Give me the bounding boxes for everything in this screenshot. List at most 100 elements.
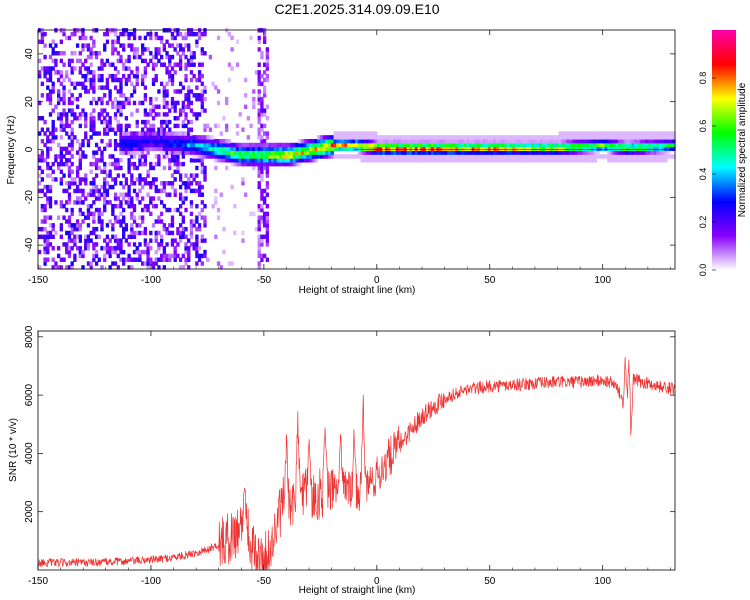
heatmap-cell (51, 138, 55, 144)
heatmap-cell (525, 146, 530, 152)
heatmap-cell (48, 230, 53, 236)
heatmap-cell (143, 207, 148, 213)
heatmap-cell (431, 154, 435, 159)
heatmap-cell (138, 257, 142, 262)
heatmap-cell (59, 234, 63, 240)
heatmap-cell (176, 135, 180, 140)
heatmap-cell (487, 158, 492, 163)
heatmap-cell (178, 230, 183, 236)
snr-y-label: SNR (10 * v/v) (8, 418, 19, 482)
heatmap-cell (244, 154, 248, 159)
heatmap-cell (46, 184, 50, 190)
heatmap-cell (347, 131, 351, 136)
heatmap-cell (265, 47, 270, 52)
heatmap-cell (97, 116, 101, 121)
heatmap-cell (474, 158, 478, 163)
heatmap-cell (203, 150, 207, 155)
heatmap-cell (330, 150, 335, 155)
heatmap-cell (54, 43, 58, 48)
heatmap-cell (374, 146, 378, 152)
heatmap-cell (216, 261, 221, 266)
heatmap-cell (135, 108, 139, 113)
heatmap-cell (664, 158, 668, 163)
heatmap-cell (86, 223, 91, 228)
heatmap-cell (151, 223, 156, 228)
heatmap-cell (154, 230, 158, 236)
heatmap-cell (249, 123, 253, 129)
heatmap-cell (89, 135, 93, 140)
heatmap-cell (295, 154, 299, 159)
heatmap-cell (149, 138, 153, 144)
heatmap-cell (650, 154, 654, 159)
heatmap-cell (184, 261, 188, 266)
heatmap-cell (422, 158, 427, 163)
heatmap-cell (195, 154, 199, 159)
heatmap-cell (78, 161, 82, 167)
heatmap-cell (48, 215, 53, 220)
heatmap-cell (122, 150, 126, 155)
heatmap-cell (151, 138, 156, 144)
heatmap-cell (580, 142, 584, 148)
heatmap-cell (466, 138, 470, 144)
heatmap-cell (428, 150, 432, 155)
heatmap-cell (656, 142, 660, 148)
heatmap-cell (563, 146, 568, 152)
heatmap-cell (233, 150, 237, 155)
heatmap-cell (192, 112, 196, 117)
heatmap-cell (341, 142, 345, 148)
heatmap-cell (490, 158, 494, 163)
heatmap-cell (138, 135, 142, 140)
heatmap-cell (108, 89, 112, 94)
heatmap-cell (257, 215, 261, 220)
heatmap-cell (184, 54, 188, 60)
heatmap-cell (51, 169, 55, 174)
heatmap-cell (203, 169, 207, 174)
heatmap-cell (637, 146, 641, 152)
heatmap-cell (170, 104, 175, 109)
heatmap-cell (637, 158, 641, 163)
heatmap-cell (262, 219, 267, 224)
heatmap-cell (265, 173, 270, 178)
heatmap-cell (59, 127, 63, 132)
heatmap-cell (656, 150, 660, 155)
heatmap-cell (479, 150, 484, 155)
heatmap-cell (132, 146, 137, 152)
heatmap-cell (197, 112, 202, 117)
heatmap-cell (450, 138, 454, 144)
heatmap-cell (656, 138, 660, 144)
heatmap-cell (539, 158, 543, 163)
heatmap-cell (154, 62, 158, 67)
heatmap-cell (233, 154, 237, 159)
heatmap-cell (48, 146, 53, 152)
heatmap-cell (460, 146, 465, 152)
heatmap-cell (84, 77, 88, 83)
heatmap-cell (176, 31, 180, 37)
heatmap-cell (108, 96, 112, 102)
heatmap-cell (59, 154, 63, 159)
heatmap-cell (395, 138, 400, 144)
heatmap-cell (368, 138, 373, 144)
heatmap-cell (577, 146, 581, 152)
heatmap-cell (70, 131, 74, 136)
heatmap-cell (189, 131, 194, 136)
heatmap-cell (141, 100, 145, 106)
heatmap-cell (279, 150, 283, 155)
heatmap-cell (265, 211, 270, 217)
heatmap-cell (328, 150, 332, 155)
heatmap-cell (132, 89, 137, 94)
heatmap-cell (48, 112, 53, 117)
heatmap-cell (46, 234, 50, 240)
heatmap-cell (658, 146, 663, 152)
heatmap-cell (501, 150, 505, 155)
heatmap-cell (349, 146, 354, 152)
heatmap-cell (666, 135, 671, 140)
heatmap-cell (555, 142, 560, 148)
heatmap-cell (51, 223, 55, 228)
heatmap-cell (173, 100, 177, 106)
heatmap-cell (86, 77, 91, 83)
heatmap-cell (409, 146, 413, 152)
heatmap-cell (195, 93, 199, 98)
heatmap-cell (92, 246, 96, 251)
heatmap-cell (203, 215, 207, 220)
heatmap-cell (97, 234, 101, 240)
